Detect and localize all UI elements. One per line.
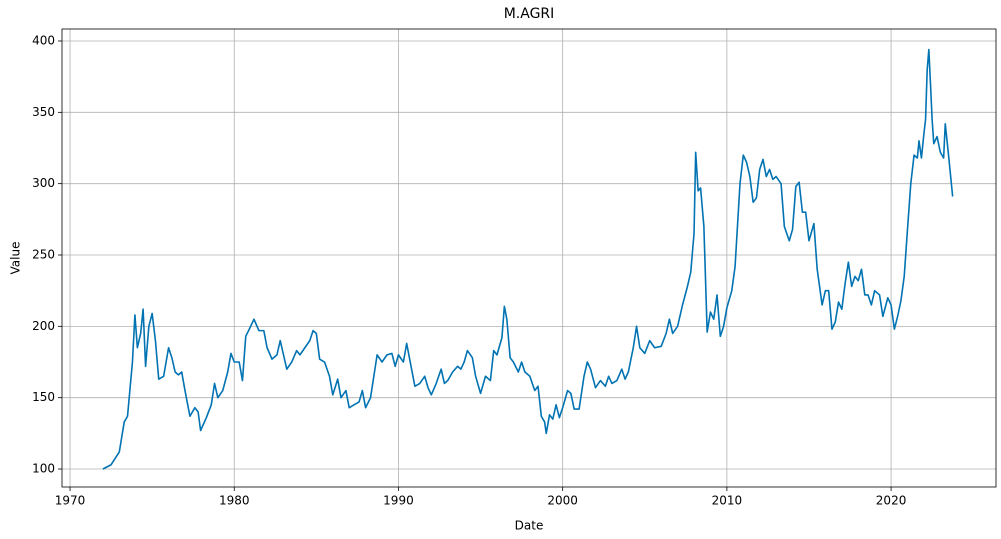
- y-axis-label: Value: [9, 242, 23, 275]
- data-line: [102, 48, 954, 470]
- plot-frame: [61, 28, 997, 488]
- y-tick-label: 300: [32, 176, 55, 190]
- x-tick-label: 2000: [547, 494, 578, 508]
- y-tick-label: 100: [32, 462, 55, 476]
- y-tick-label: 200: [32, 319, 55, 333]
- x-tick-label: 1990: [383, 494, 414, 508]
- y-tick-label: 250: [32, 248, 55, 262]
- y-tick-label: 400: [32, 33, 55, 47]
- x-tick-label: 2020: [876, 494, 907, 508]
- x-tick-label: 2010: [712, 494, 743, 508]
- x-tick-label: 1970: [55, 494, 86, 508]
- chart-title: M.AGRI: [504, 6, 555, 22]
- x-axis-label: Date: [515, 519, 544, 533]
- y-tick-label: 150: [32, 390, 55, 404]
- y-tick-label: 350: [32, 105, 55, 119]
- x-tick-label: 1980: [219, 494, 250, 508]
